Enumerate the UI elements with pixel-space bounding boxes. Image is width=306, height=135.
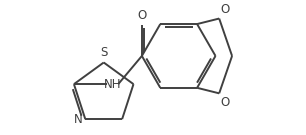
Text: O: O: [221, 3, 230, 16]
Text: S: S: [100, 46, 107, 59]
Text: N: N: [73, 113, 82, 126]
Text: O: O: [221, 95, 230, 109]
Text: NH: NH: [104, 78, 121, 91]
Text: O: O: [137, 9, 147, 22]
